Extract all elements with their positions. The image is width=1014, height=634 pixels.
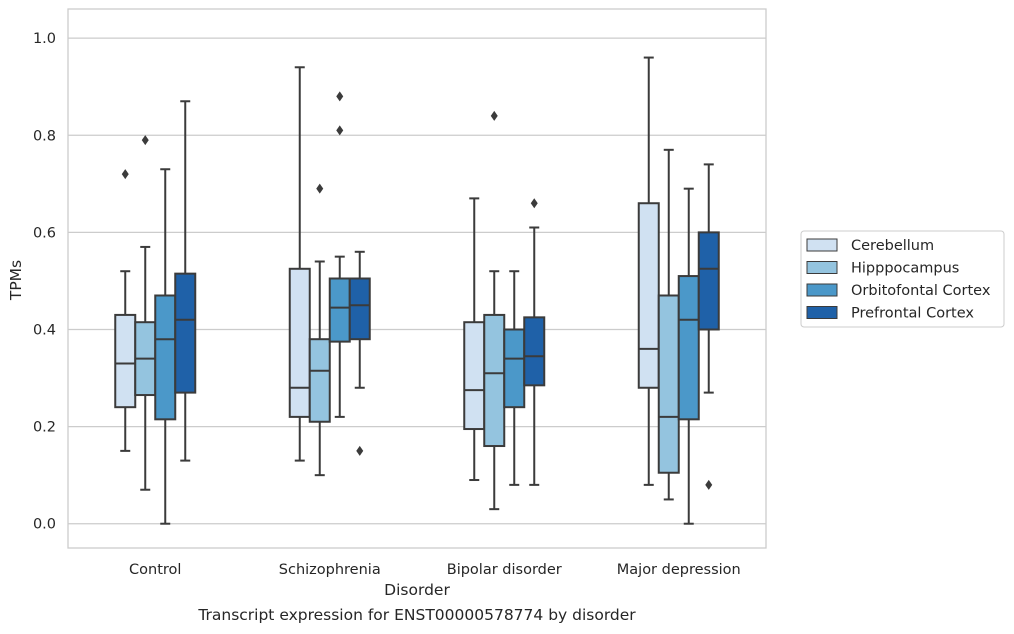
- outlier-point: [530, 198, 538, 209]
- box: [114, 313, 137, 409]
- outlier-point: [336, 91, 344, 102]
- box: [288, 267, 311, 418]
- y-tick-label: 1.0: [33, 31, 56, 47]
- box: [154, 294, 177, 421]
- category-group: [114, 100, 197, 525]
- box: [697, 231, 720, 331]
- box: [677, 275, 700, 421]
- outlier-point: [356, 445, 364, 456]
- chart-caption: Transcript expression for ENST0000057877…: [198, 606, 636, 624]
- legend-swatch: [806, 283, 838, 297]
- outlier-point: [336, 125, 344, 136]
- box: [348, 277, 371, 341]
- legend-swatch: [806, 306, 838, 319]
- legend: Cerebellum Hipppocampus Orbitofontal Corte…: [800, 230, 1005, 328]
- outlier-point: [141, 135, 149, 146]
- legend-label: Orbitofontal Cortex: [851, 283, 991, 299]
- y-tick-labels: 0.0 0.2 0.4 0.6 0.8 1.0: [33, 31, 56, 533]
- box: [657, 294, 680, 474]
- legend-frame: [800, 230, 1005, 328]
- x-axis-label: Disorder: [384, 581, 450, 599]
- legend-swatch: [806, 238, 838, 252]
- category-group: [463, 110, 546, 511]
- outlier-point: [490, 110, 498, 121]
- y-tick-label: 0.0: [33, 517, 56, 533]
- y-tick-label: 0.8: [33, 128, 56, 144]
- y-tick-label: 0.4: [33, 322, 56, 338]
- y-tick-label: 0.6: [33, 225, 56, 241]
- x-tick-labels: Control Schizophrenia Bipolar disorder Majo…: [129, 562, 741, 578]
- category-group: [637, 56, 720, 525]
- x-tick-label: Schizophrenia: [279, 562, 381, 578]
- outlier-point: [121, 169, 129, 180]
- y-axis-label: TPMs: [7, 260, 25, 301]
- box: [483, 313, 506, 448]
- y-tick-label: 0.2: [33, 420, 56, 436]
- x-tick-label: Bipolar disorder: [447, 562, 562, 578]
- box: [523, 316, 546, 387]
- plot-frame: [67, 8, 767, 549]
- legend-label: Hipppocampus: [851, 261, 959, 277]
- x-tick-label: Control: [129, 562, 181, 578]
- box-groups: [114, 56, 720, 525]
- box: [308, 338, 331, 423]
- box: [174, 272, 197, 394]
- outlier-point: [705, 479, 713, 490]
- outlier-point: [316, 183, 324, 194]
- x-tick-label: Major depression: [617, 562, 741, 578]
- legend-swatch: [806, 261, 838, 274]
- box: [503, 328, 526, 409]
- box: [463, 321, 486, 431]
- legend-label: Cerebellum: [851, 238, 934, 254]
- box: [637, 202, 660, 389]
- legend-label: Prefrontal Cortex: [851, 306, 974, 322]
- box: [328, 277, 351, 343]
- category-group: [288, 66, 371, 477]
